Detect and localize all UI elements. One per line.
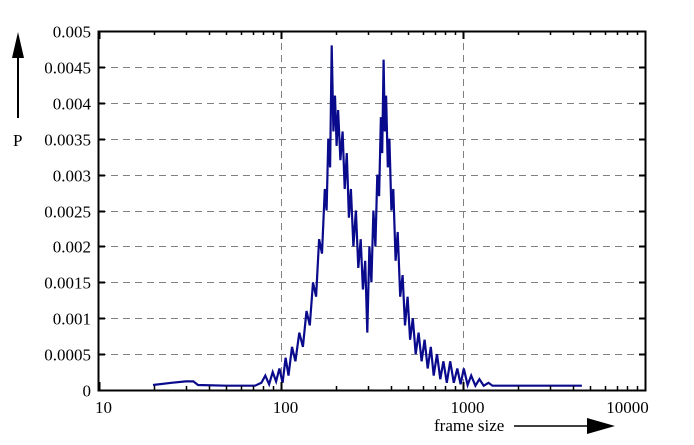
y-tick-label: 0.0045 [44, 59, 91, 78]
y-tick-label: 0.0035 [44, 131, 91, 150]
y-tick-label: 0.003 [53, 167, 91, 186]
y-tick-label: 0.002 [53, 238, 91, 257]
x-tick-label: 10 [95, 398, 112, 417]
y-tick-label: 0.004 [53, 95, 92, 114]
series-line [152, 45, 582, 389]
grid-lines [99, 31, 645, 390]
x-axis-tick-labels: 10 100 1000 10000 [95, 398, 649, 417]
y-axis-arrow-icon [12, 32, 24, 118]
x-tick-label: 10000 [606, 398, 649, 417]
data-series [152, 45, 582, 389]
x-tick-label: 1000 [451, 398, 485, 417]
y-axis-label: P [13, 131, 22, 150]
x-axis-arrow-icon [514, 418, 615, 434]
y-tick-label: 0.0025 [44, 203, 91, 222]
y-tick-label: 0.0015 [44, 274, 91, 293]
y-axis-tick-labels: 0 0.0005 0.001 0.0015 0.002 0.0025 0.003 0.0035… [44, 23, 91, 401]
y-tick-label: 0.0005 [44, 346, 91, 365]
y-tick-label: 0.001 [53, 310, 91, 329]
y-tick-label: 0.005 [53, 23, 91, 42]
x-tick-label: 100 [273, 398, 299, 417]
plot-frame [97, 30, 647, 392]
axis-ticks [98, 30, 647, 392]
x-axis-label: frame size [434, 416, 504, 435]
y-tick-label: 0 [83, 382, 92, 401]
